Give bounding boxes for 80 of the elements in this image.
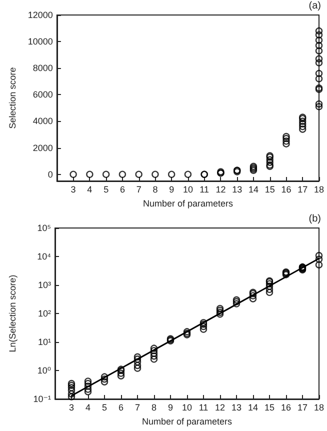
y-tick-label: 10⁵	[37, 223, 52, 233]
y-tick-label: 10²	[38, 308, 51, 318]
point	[315, 100, 323, 108]
y-tick-label: 12000	[28, 10, 53, 20]
x-tick-label: 11	[198, 402, 208, 412]
x-tick-label: 11	[200, 184, 210, 194]
x-tick-label: 7	[134, 402, 140, 412]
point	[315, 59, 323, 66]
point	[266, 156, 274, 164]
point	[299, 118, 306, 125]
y-tick-label: 2000	[32, 142, 53, 153]
x-axis-title: Number of parameters	[142, 416, 233, 426]
point	[266, 158, 274, 166]
point	[282, 138, 290, 145]
x-tick-label: 14	[248, 184, 258, 194]
x-tick-label: 14	[248, 402, 258, 412]
point	[70, 170, 77, 178]
point	[168, 170, 176, 178]
point	[135, 170, 142, 178]
point	[315, 70, 323, 78]
x-tick-label: 16	[280, 402, 292, 412]
y-axis-title: Ln(Selection score)	[8, 274, 18, 352]
x-tick-label: 4	[87, 184, 92, 194]
x-tick-label: 8	[152, 184, 158, 194]
x-tick-label: 15	[264, 402, 275, 412]
y-tick-label: 8000	[32, 63, 53, 74]
y-tick-label: 10¹	[38, 337, 51, 347]
x-tick-label: 3	[70, 184, 76, 194]
point	[315, 55, 323, 62]
x-tick-label: 16	[281, 184, 292, 194]
point	[282, 134, 290, 142]
point	[102, 170, 110, 178]
point	[299, 122, 306, 130]
x-tick-label: 5	[104, 184, 109, 194]
text: (b)	[308, 214, 322, 224]
x-tick-label: 5	[102, 402, 108, 412]
point	[299, 126, 306, 133]
point	[282, 140, 290, 148]
x-tick-label: 13	[231, 402, 242, 412]
point	[184, 170, 192, 178]
point	[152, 170, 159, 178]
y-tick-label: 10³	[38, 280, 51, 290]
x-tick-label: 13	[232, 184, 242, 194]
x-tick-label: 12	[216, 184, 226, 194]
y-tick-label: 10000	[28, 36, 53, 47]
point	[315, 36, 323, 44]
point	[86, 170, 94, 178]
y-tick-label: 0	[48, 169, 53, 180]
point	[315, 47, 323, 54]
y-tick-label: 10⁰	[37, 366, 52, 376]
y-tick-label: 6000	[32, 90, 53, 100]
x-tick-label: 10	[182, 402, 192, 412]
x-tick-label: 3	[68, 402, 74, 412]
x-tick-label: 10	[182, 184, 193, 194]
point	[299, 120, 306, 128]
y-tick-label: 10⁻¹	[33, 394, 51, 404]
y-tick-label: 4000	[32, 116, 53, 126]
x-tick-label: 4	[85, 402, 91, 412]
x-tick-label: 9	[168, 402, 174, 412]
point	[118, 170, 126, 178]
x-tick-label: 18	[314, 184, 324, 194]
y-tick-label: 10⁴	[37, 252, 52, 262]
x-tick-label: 17	[297, 402, 308, 412]
point	[315, 27, 323, 35]
x-tick-label: 6	[120, 184, 125, 194]
point	[315, 103, 323, 110]
point	[315, 42, 323, 50]
x-tick-label: 12	[214, 402, 226, 412]
x-tick-label: 18	[314, 402, 324, 412]
x-tick-label: 8	[151, 402, 157, 412]
x-tick-label: 9	[169, 184, 174, 194]
point	[315, 31, 323, 39]
x-tick-label: 15	[264, 184, 275, 194]
x-tick-label: 17	[298, 184, 308, 194]
x-tick-label: 7	[136, 184, 142, 194]
y-axis-title: Selection score	[8, 67, 18, 129]
x-tick-label: 6	[118, 402, 124, 412]
x-axis-title: Number of parameters	[142, 198, 234, 208]
text: (a)	[308, 0, 322, 12]
point	[315, 75, 323, 82]
